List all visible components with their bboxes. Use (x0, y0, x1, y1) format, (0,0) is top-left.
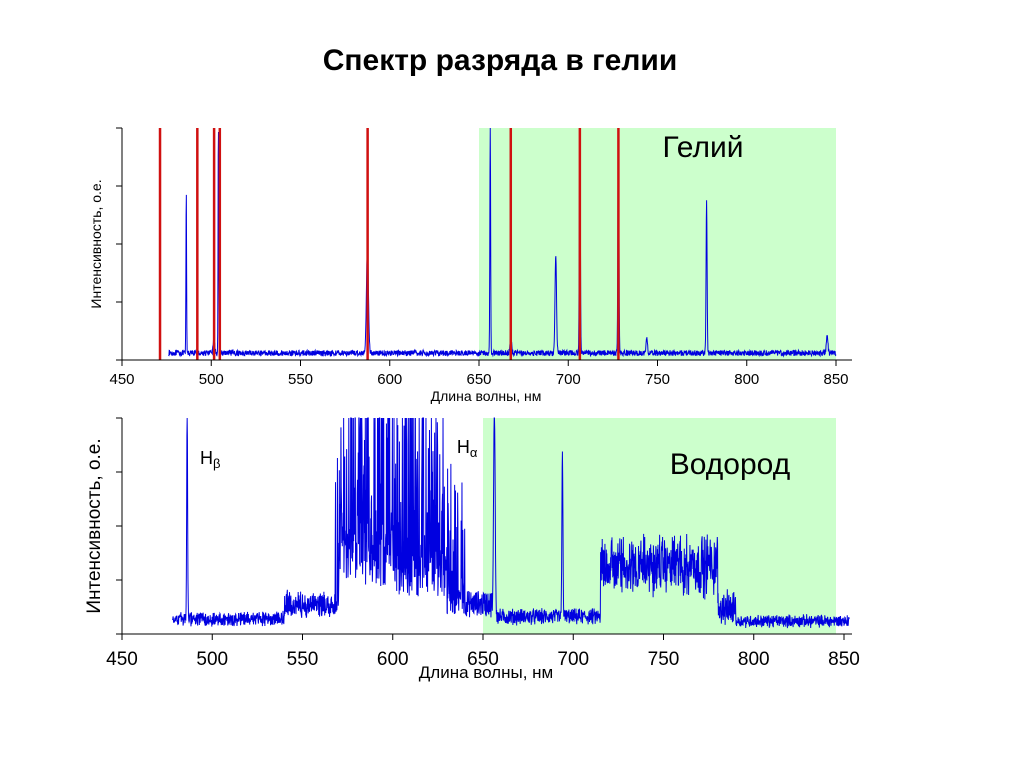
x-tick-label: 600 (377, 371, 402, 388)
spectrum-line-0 (172, 417, 850, 629)
x-tick-label: 550 (287, 649, 319, 670)
x-tick-label: 700 (556, 371, 581, 388)
x-tick-label: 550 (288, 371, 313, 388)
spectrum-line-0 (168, 127, 837, 358)
x-tick-label: 750 (648, 649, 680, 670)
panel-label: Гелий (663, 131, 744, 164)
x-tick-label: 500 (196, 649, 228, 670)
line-annotation: Hα (457, 437, 478, 460)
x-tick-label: 450 (109, 371, 134, 388)
x-tick-label: 700 (557, 649, 589, 670)
highlight-region (483, 418, 836, 634)
x-axis-label: Длина волны, нм (419, 663, 553, 682)
x-tick-label: 500 (199, 371, 224, 388)
y-axis-label: Интенсивность, о.е. (84, 438, 105, 613)
x-tick-label: 650 (466, 371, 491, 388)
y-axis-label: Интенсивность, о.е. (88, 179, 104, 308)
x-axis-label: Длина волны, нм (431, 388, 542, 404)
x-tick-label: 800 (738, 649, 770, 670)
x-tick-label: 850 (828, 649, 860, 670)
x-tick-label: 800 (734, 371, 759, 388)
x-tick-label: 450 (106, 649, 138, 670)
x-tick-label: 750 (645, 371, 670, 388)
x-tick-label: 650 (467, 649, 499, 670)
line-annotation: Hβ (200, 448, 220, 471)
x-tick-label: 850 (823, 371, 848, 388)
slide-title: Спектр разряда в гелии (322, 44, 678, 77)
panel-label: Водород (670, 448, 790, 481)
hydrogen-chart: 450 500 550 600 650 700 750 800 850 Длина волны, … (84, 417, 860, 682)
highlight-region (479, 128, 836, 360)
x-tick-label: 600 (377, 649, 409, 670)
helium-chart: 450 500 550 600 650 700 750 800 850 Длина волны, … (88, 127, 852, 404)
